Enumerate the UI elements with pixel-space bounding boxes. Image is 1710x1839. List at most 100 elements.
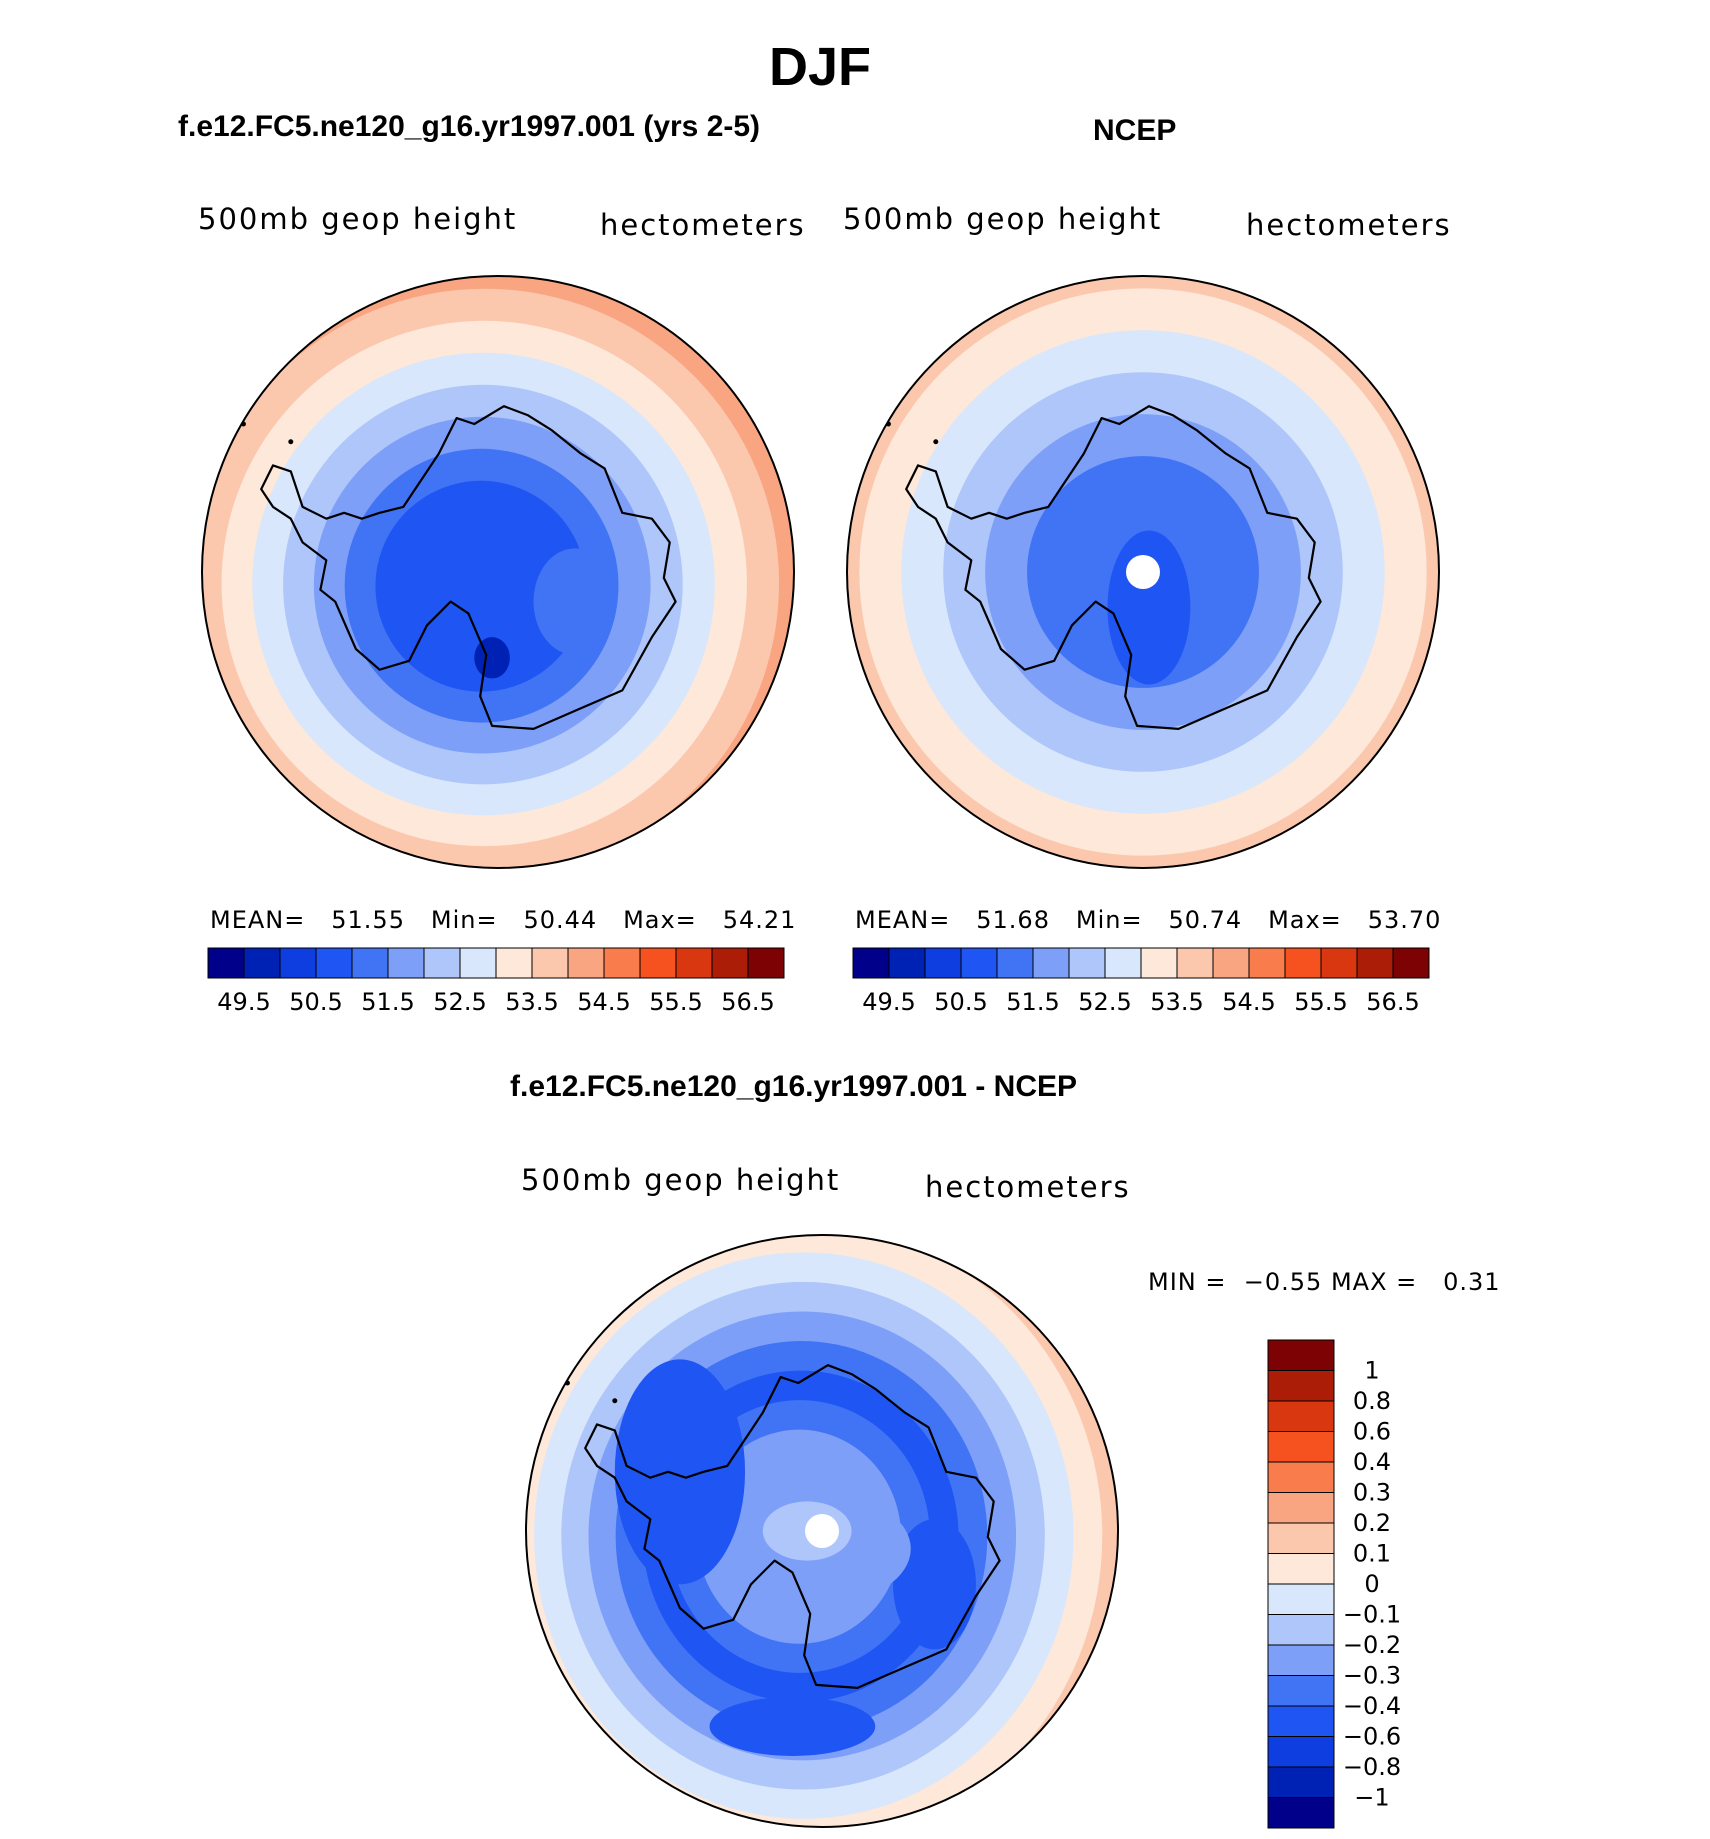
colorbar-tick-label: 55.5 xyxy=(649,988,702,1016)
colorbar-box xyxy=(423,947,461,979)
min-label: MIN = xyxy=(1148,1268,1227,1296)
contour-region xyxy=(1107,530,1191,685)
panel-1-colorbar: 49.5 50.5 51.5 52.5 53.5 54.5 55.5 56.5 xyxy=(207,947,785,1016)
island xyxy=(288,439,294,445)
colorbar-tick-label: 0.6 xyxy=(1353,1418,1391,1446)
colorbar-tick-label: 52.5 xyxy=(1078,988,1131,1016)
colorbar-box xyxy=(1267,1675,1335,1707)
colorbar-box xyxy=(1267,1705,1335,1737)
colorbar-box xyxy=(1212,947,1250,979)
colorbar-box xyxy=(459,947,497,979)
panel-2-stats: MEAN= 51.68 Min= 50.74 Max= 53.70 xyxy=(855,906,1441,934)
min-label: Min= xyxy=(1075,906,1143,934)
figure-title: DJF xyxy=(768,37,871,97)
colorbar-tick-label: −1 xyxy=(1354,1784,1389,1812)
colorbar-box xyxy=(1032,947,1070,979)
colorbar-box xyxy=(1267,1614,1335,1646)
colorbar-tick-label: 0.1 xyxy=(1353,1540,1391,1568)
colorbar-tick-label: 51.5 xyxy=(1006,988,1059,1016)
colorbar-box xyxy=(1267,1797,1335,1829)
max-label: Max= xyxy=(623,906,697,934)
colorbar-tick-label: 0.8 xyxy=(1353,1387,1391,1415)
pole-missing-data xyxy=(1126,555,1160,589)
colorbar-tick-label: 0.4 xyxy=(1353,1448,1391,1476)
colorbar-box xyxy=(531,947,569,979)
colorbar-box xyxy=(279,947,317,979)
colorbar-tick-label: 56.5 xyxy=(1366,988,1419,1016)
pole-missing-data xyxy=(805,1514,839,1548)
colorbar-box xyxy=(1140,947,1178,979)
max-label: MAX = xyxy=(1330,1268,1418,1296)
colorbar-box xyxy=(996,947,1034,979)
max-value: 0.31 xyxy=(1443,1268,1501,1296)
island xyxy=(529,1433,535,1439)
min-label: Min= xyxy=(430,906,498,934)
colorbar-tick-label: −0.4 xyxy=(1343,1692,1401,1720)
panel-1-map xyxy=(201,275,795,869)
colorbar-box xyxy=(1248,947,1286,979)
colorbar-tick-label: 49.5 xyxy=(217,988,270,1016)
colorbar-box xyxy=(1267,1736,1335,1768)
colorbar-box xyxy=(852,947,890,979)
panel-3-stats: MIN = −0.55 MAX = 0.31 xyxy=(1148,1268,1501,1296)
colorbar-box xyxy=(1267,1461,1335,1493)
colorbar-box xyxy=(603,947,641,979)
colorbar-box xyxy=(351,947,389,979)
colorbar-box xyxy=(1267,1431,1335,1463)
panel-1-variable: 500mb geop height xyxy=(198,202,518,236)
panel-2-map xyxy=(846,275,1440,869)
panel-3-title: f.e12.FC5.ne120_g16.yr1997.001 - NCEP xyxy=(510,1070,1077,1103)
colorbar-tick-label: 53.5 xyxy=(1150,988,1203,1016)
colorbar-box xyxy=(675,947,713,979)
island xyxy=(205,474,211,480)
max-value: 54.21 xyxy=(722,906,797,934)
panel-3-variable: 500mb geop height xyxy=(521,1163,841,1197)
map-boundary xyxy=(525,1234,1119,1828)
colorbar-box xyxy=(315,947,353,979)
colorbar-box xyxy=(1267,1339,1335,1371)
panel-2-title: NCEP xyxy=(1093,114,1177,147)
colorbar-tick-label: 50.5 xyxy=(934,988,987,1016)
colorbar-box xyxy=(1392,947,1430,979)
colorbar-tick-label: 54.5 xyxy=(577,988,630,1016)
colorbar-box xyxy=(1104,947,1142,979)
map-boundary xyxy=(846,275,1440,869)
panel-3-colorbar: 10.8 0.60.4 0.30.2 0.10 −0.1−0.2 −0.3−0.4 −0.6… xyxy=(1267,1339,1401,1829)
panel-1-title: f.e12.FC5.ne120_g16.yr1997.001 (yrs 2-5) xyxy=(178,110,761,143)
colorbar-box xyxy=(1267,1522,1335,1554)
panel-2-colorbar: 49.5 50.5 51.5 52.5 53.5 54.5 55.5 56.5 xyxy=(852,947,1430,1016)
colorbar-box xyxy=(639,947,677,979)
colorbar-tick-label: 1 xyxy=(1364,1357,1379,1385)
panel-2-variable: 500mb geop height xyxy=(843,202,1163,236)
colorbar-tick-label: 54.5 xyxy=(1222,988,1275,1016)
mean-value: 51.68 xyxy=(976,906,1050,934)
mean-value: 51.55 xyxy=(331,906,405,934)
colorbar-box xyxy=(1176,947,1214,979)
colorbar-tick-label: 0.2 xyxy=(1353,1509,1391,1537)
map-boundary xyxy=(201,275,795,869)
antarctica-coastline xyxy=(260,405,677,730)
colorbar-box xyxy=(1267,1553,1335,1585)
colorbar-box xyxy=(387,947,425,979)
colorbar-box xyxy=(960,947,998,979)
colorbar-tick-label: 55.5 xyxy=(1294,988,1347,1016)
colorbar-tick-label: 0.3 xyxy=(1353,1479,1391,1507)
mean-label: MEAN= xyxy=(855,906,951,934)
colorbar-tick-label: 52.5 xyxy=(433,988,486,1016)
contour-region xyxy=(474,637,510,679)
colorbar-box xyxy=(1267,1400,1335,1432)
panel-2-units: hectometers xyxy=(1246,208,1452,242)
max-value: 53.70 xyxy=(1367,906,1442,934)
mean-label: MEAN= xyxy=(210,906,306,934)
colorbar-tick-label: 56.5 xyxy=(721,988,774,1016)
panel-1-units: hectometers xyxy=(600,208,806,242)
antarctica-coastline xyxy=(905,405,1322,730)
colorbar-tick-label: −0.2 xyxy=(1343,1631,1401,1659)
min-value: 50.44 xyxy=(523,906,598,934)
panel-3-map xyxy=(525,1234,1119,1828)
colorbar-box xyxy=(888,947,926,979)
max-label: Max= xyxy=(1268,906,1342,934)
colorbar-box xyxy=(1267,1766,1335,1798)
colorbar-tick-label: 51.5 xyxy=(361,988,414,1016)
colorbar-box xyxy=(1284,947,1322,979)
